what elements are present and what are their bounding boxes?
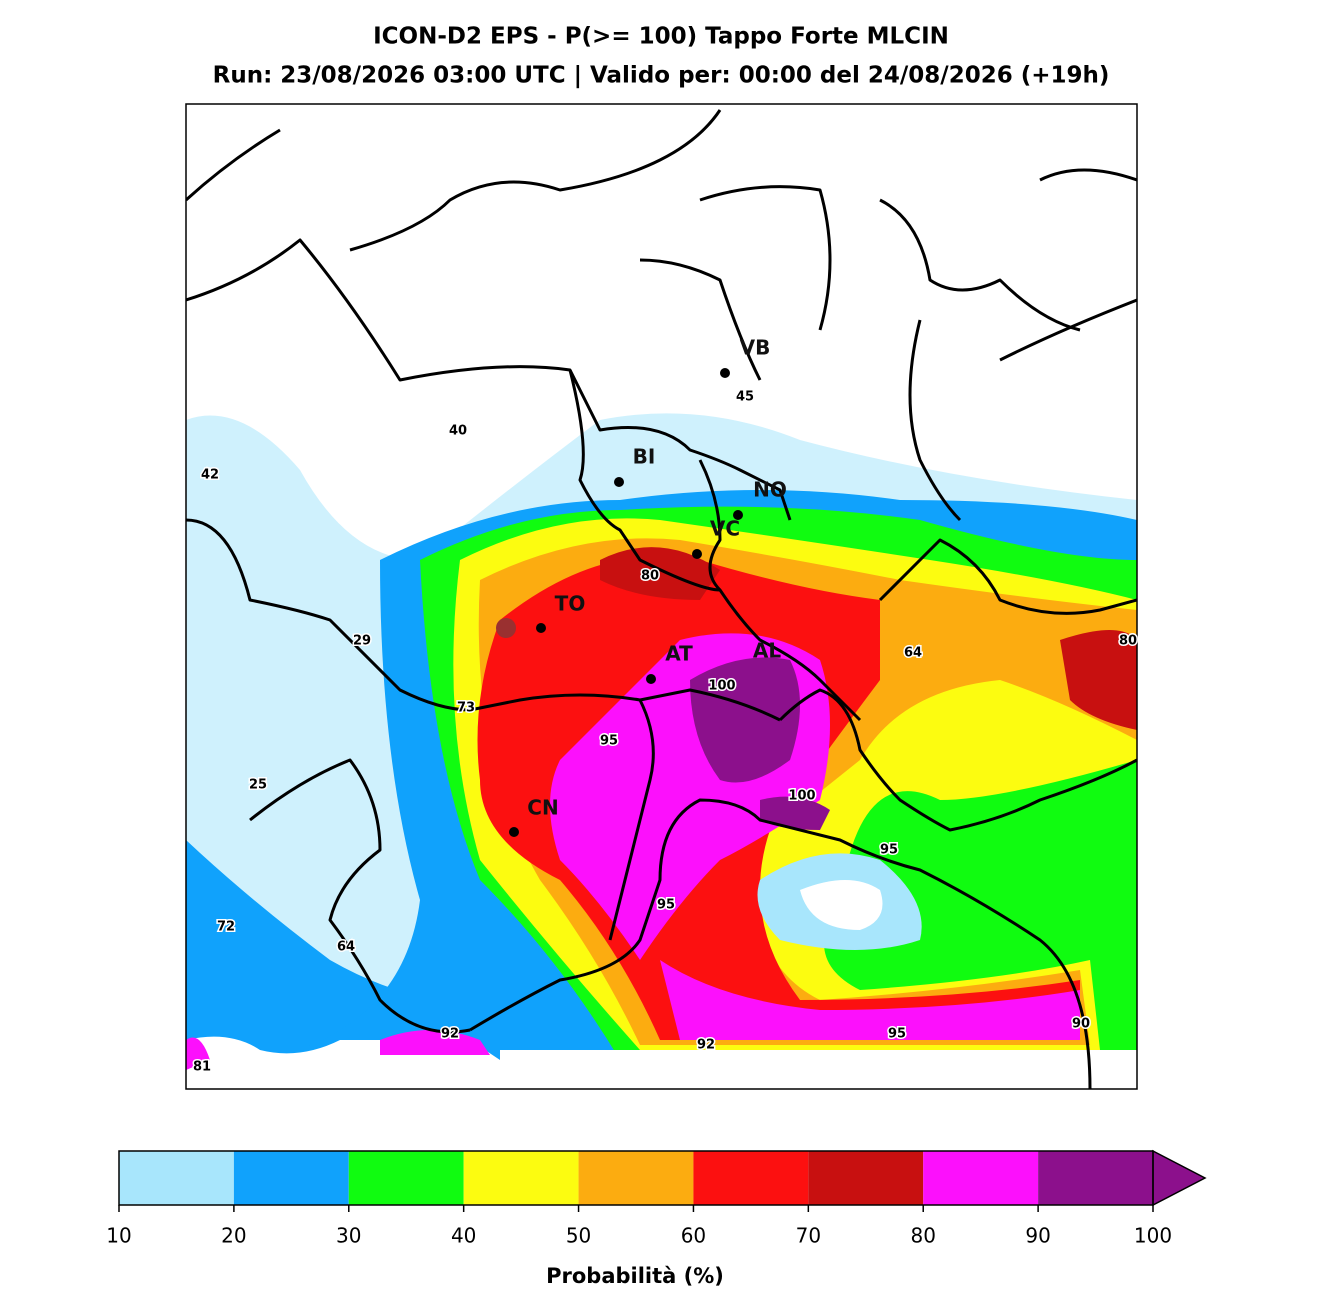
colorbar-tick-label: 10 xyxy=(106,1224,131,1248)
colorbar-tick-label: 90 xyxy=(1025,1224,1050,1248)
colorbar-tick-label: 30 xyxy=(336,1224,361,1248)
city-label: TO xyxy=(555,592,586,616)
contour-label: 95 xyxy=(888,1027,906,1042)
city-label: NO xyxy=(753,478,787,502)
city-dot xyxy=(733,510,743,520)
colorbar-bin xyxy=(348,1151,464,1205)
colorbar-tick-label: 70 xyxy=(796,1224,821,1248)
city-dot xyxy=(509,827,519,837)
contour-label: 72 xyxy=(217,920,235,935)
contour-label: 29 xyxy=(353,634,371,649)
colorbar-tick-label: 60 xyxy=(681,1224,706,1248)
contour-label: 95 xyxy=(880,843,898,858)
colorbar-bin xyxy=(808,1151,924,1205)
colorbar-label: Probabilità (%) xyxy=(546,1264,724,1288)
colorbar-bin xyxy=(463,1151,579,1205)
city-label: CN xyxy=(527,796,558,820)
city-dot xyxy=(692,549,702,559)
contour-label: 64 xyxy=(337,940,355,955)
city-dot xyxy=(646,674,656,684)
colorbar-tick-label: 40 xyxy=(451,1224,476,1248)
colorbar-bin xyxy=(578,1151,694,1205)
contour-label: 80 xyxy=(1119,634,1137,649)
map-field xyxy=(186,104,1137,1089)
colorbar-tick-label: 80 xyxy=(910,1224,935,1248)
colorbar-frame xyxy=(118,1150,1154,1206)
colorbar-bin xyxy=(119,1151,234,1205)
title: ICON-D2 EPS - P(>= 100) Tappo Forte MLCI… xyxy=(373,24,949,50)
city-dot xyxy=(614,477,624,487)
colorbar-tick-label: 20 xyxy=(221,1224,246,1248)
colorbar: 10 20 30 40 50 60 70 80 90 100 xyxy=(106,1149,1207,1248)
contour-label: 92 xyxy=(441,1027,459,1042)
city-label: AT xyxy=(665,642,693,666)
contour-label: 95 xyxy=(600,734,618,749)
contour-label: 42 xyxy=(201,468,219,483)
colorbar-tick-label: 50 xyxy=(566,1224,591,1248)
contour-label: 100 xyxy=(708,679,735,694)
city-label: AL xyxy=(753,639,781,663)
contour-label: 45 xyxy=(736,390,754,405)
city-dot xyxy=(720,368,730,378)
contour-label: 64 xyxy=(904,646,922,661)
colorbar-tick-label: 100 xyxy=(1134,1224,1172,1248)
colorbar-bin xyxy=(1038,1151,1153,1205)
contour-label: 90 xyxy=(1072,1017,1090,1032)
colorbar-bin xyxy=(923,1151,1039,1205)
colorbar-extend xyxy=(1152,1149,1207,1207)
contour-label: 80 xyxy=(641,569,659,584)
contour-label: 81 xyxy=(193,1060,211,1075)
subtitle: Run: 23/08/2026 03:00 UTC | Valido per: … xyxy=(213,63,1110,89)
contour-label: 40 xyxy=(449,424,467,439)
city-label: VB xyxy=(740,336,771,360)
marker xyxy=(496,618,516,638)
contour-label: 100 xyxy=(788,789,815,804)
map-frame xyxy=(185,103,1138,1090)
contour-label: 92 xyxy=(697,1038,715,1053)
city-label: VC xyxy=(710,517,740,541)
contour-label: 95 xyxy=(657,898,675,913)
contour-label: 73 xyxy=(457,701,475,716)
city-label: BI xyxy=(633,445,656,469)
colorbar-bin xyxy=(693,1151,809,1205)
city-dot xyxy=(536,623,546,633)
contour-label: 25 xyxy=(249,778,267,793)
overlay: VB BI NO VC TO AT AL CN 40 42 45 80 29 64 80 100 73 95 25 1… xyxy=(191,336,1138,1077)
colorbar-bin xyxy=(233,1151,349,1205)
